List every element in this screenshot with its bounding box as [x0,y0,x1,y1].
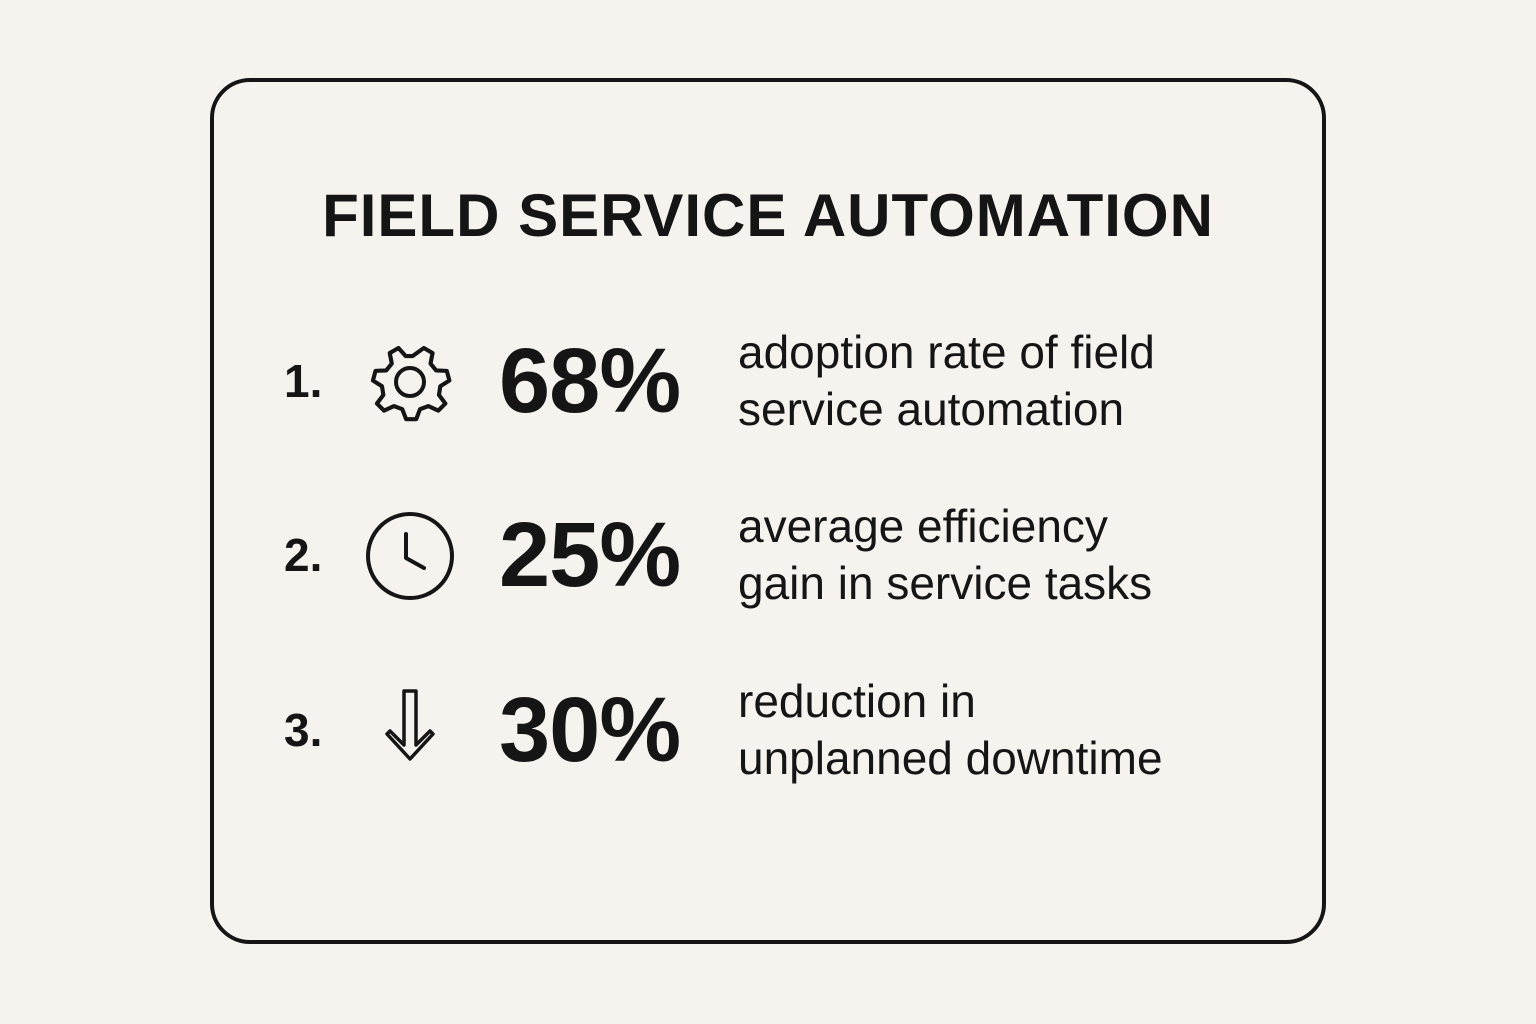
down-arrow-icon [360,681,460,781]
stat-description-line: gain in service tasks [738,557,1153,609]
stat-index: 2. [284,529,323,581]
stat-value: 25% [499,504,681,606]
stats-card: FIELD SERVICE AUTOMATION 1. 68% adoption… [210,78,1326,944]
stat-row: 1. 68% adoption rate of field service au… [214,316,1322,446]
stat-value: 30% [499,679,681,781]
stat-value: 68% [499,330,681,432]
stat-row: 2. 25% average efficiency gain in servic… [214,490,1322,620]
stat-description-line: reduction in [738,675,976,727]
stat-description-line: adoption rate of field [738,326,1155,378]
card-title: FIELD SERVICE AUTOMATION [322,182,1214,249]
stat-description-line: unplanned downtime [738,732,1163,784]
stat-index: 3. [284,704,323,756]
stat-description-line: average efficiency [738,500,1108,552]
clock-icon [360,506,460,606]
stat-description: adoption rate of field service automatio… [738,324,1278,438]
gear-icon [360,332,460,432]
stat-description-line: service automation [738,383,1125,435]
stat-index: 1. [284,355,323,407]
stat-description: average efficiency gain in service tasks [738,498,1278,612]
stat-row: 3. 30% reduction in unplanned downtime [214,665,1322,795]
stat-description: reduction in unplanned downtime [738,673,1278,787]
